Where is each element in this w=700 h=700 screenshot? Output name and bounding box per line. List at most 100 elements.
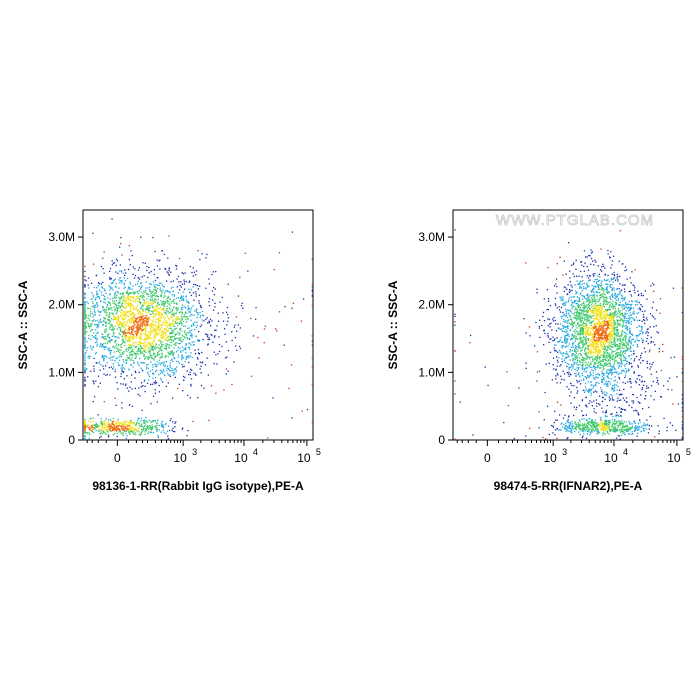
- data-point: [641, 328, 643, 330]
- data-point: [102, 306, 104, 308]
- data-point: [118, 337, 120, 339]
- data-point: [165, 355, 167, 357]
- data-point: [181, 311, 183, 313]
- data-point: [134, 284, 137, 286]
- data-point: [620, 434, 622, 437]
- data-point: [109, 425, 111, 428]
- data-point: [100, 420, 102, 422]
- data-point: [104, 420, 106, 422]
- data-point: [112, 359, 114, 361]
- data-point: [603, 299, 605, 301]
- data-point: [145, 309, 147, 311]
- data-point: [625, 430, 627, 432]
- data-point: [141, 324, 144, 326]
- data-point: [552, 318, 554, 320]
- data-point: [115, 308, 117, 310]
- data-point: [624, 332, 627, 334]
- data-point: [200, 315, 202, 317]
- data-point: [171, 353, 173, 355]
- data-point: [598, 284, 600, 286]
- data-point: [568, 309, 570, 311]
- data-point: [628, 338, 630, 340]
- data-point: [84, 323, 86, 325]
- data-point: [130, 328, 133, 330]
- data-point: [189, 265, 191, 268]
- data-point: [582, 414, 584, 417]
- data-point: [185, 307, 187, 309]
- data-point: [86, 340, 88, 343]
- data-point: [610, 413, 612, 416]
- data-point: [122, 313, 124, 315]
- data-point: [84, 338, 86, 340]
- data-point: [103, 308, 106, 311]
- data-point: [569, 318, 571, 321]
- data-point: [606, 297, 608, 299]
- data-point: [128, 295, 130, 297]
- data-point: [198, 352, 200, 355]
- data-point: [144, 336, 147, 338]
- data-point: [227, 314, 229, 316]
- data-point: [160, 342, 162, 344]
- data-point: [128, 390, 130, 392]
- data-point: [158, 303, 160, 306]
- data-point: [127, 294, 129, 296]
- data-point: [139, 350, 142, 352]
- data-point: [648, 428, 650, 430]
- data-point: [632, 393, 634, 396]
- data-point: [621, 419, 623, 422]
- data-point: [155, 427, 157, 429]
- data-point: [119, 329, 121, 331]
- data-point: [658, 351, 660, 353]
- data-point: [111, 427, 113, 429]
- data-point: [90, 417, 92, 420]
- data-point: [604, 412, 607, 414]
- data-point: [560, 328, 562, 330]
- data-point: [576, 303, 578, 305]
- data-point: [163, 253, 166, 256]
- data-point: [138, 316, 140, 318]
- data-point: [179, 329, 181, 331]
- data-point: [93, 305, 95, 307]
- data-point: [630, 282, 632, 284]
- data-point: [119, 307, 121, 309]
- data-point: [128, 328, 130, 330]
- data-point: [132, 266, 134, 268]
- data-point: [133, 316, 135, 318]
- data-point: [613, 380, 615, 382]
- data-point: [127, 339, 129, 342]
- data-point: [616, 371, 618, 373]
- data-point: [633, 313, 635, 315]
- data-point: [84, 322, 86, 324]
- data-point: [174, 339, 176, 341]
- data-point: [584, 386, 587, 388]
- data-point: [606, 372, 608, 374]
- data-point: [158, 359, 160, 362]
- data-point: [141, 385, 144, 387]
- data-point: [100, 283, 102, 285]
- data-point: [628, 309, 631, 311]
- data-point: [572, 425, 574, 428]
- data-point: [162, 289, 164, 291]
- data-point: [608, 372, 611, 374]
- data-point: [667, 380, 669, 382]
- data-point: [132, 339, 134, 341]
- data-point: [145, 315, 147, 317]
- data-point: [608, 396, 610, 398]
- data-point: [120, 309, 123, 311]
- data-point: [619, 363, 621, 365]
- data-point: [623, 307, 625, 309]
- data-point: [587, 362, 590, 364]
- data-point: [158, 429, 160, 431]
- data-point: [583, 379, 585, 381]
- data-point: [123, 341, 125, 343]
- data-point: [161, 371, 163, 373]
- data-point: [135, 299, 137, 301]
- data-point: [155, 376, 157, 379]
- data-point: [547, 298, 550, 300]
- data-point: [173, 357, 175, 359]
- data-point: [102, 355, 104, 358]
- data-point: [534, 345, 536, 347]
- data-point: [196, 312, 198, 314]
- data-point: [122, 292, 124, 294]
- data-point: [620, 393, 622, 395]
